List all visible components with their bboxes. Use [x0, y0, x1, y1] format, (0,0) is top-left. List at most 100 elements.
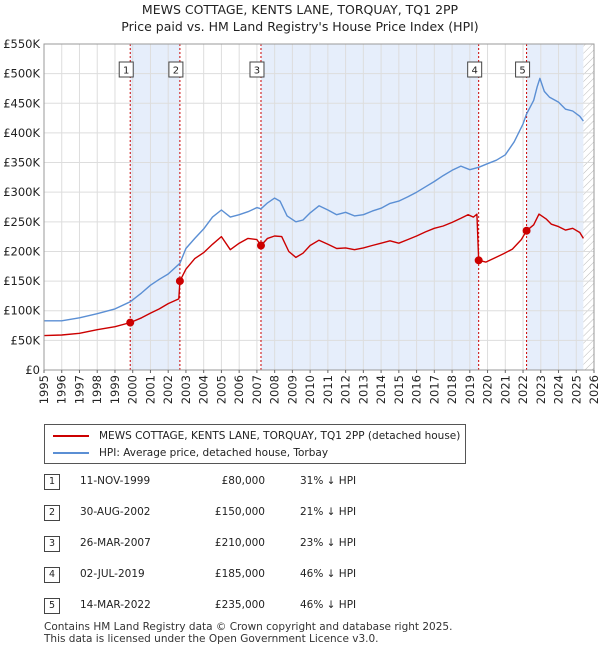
x-tick-label: 2021 — [498, 375, 512, 404]
x-tick-label: 2002 — [161, 375, 175, 404]
x-tick-label: 2010 — [303, 375, 317, 404]
transaction-number: 2 — [44, 505, 60, 521]
transaction-date: 14-MAR-2022 — [80, 599, 151, 611]
x-tick-label: 2026 — [587, 375, 600, 404]
transaction-price: £80,000 — [221, 475, 265, 487]
x-tick-label: 1999 — [108, 375, 122, 404]
x-tick-label: 2025 — [569, 375, 583, 404]
hpi-series-line — [44, 77, 584, 322]
sale-marker-label: 4 — [471, 66, 477, 77]
x-tick-label: 2022 — [516, 375, 530, 404]
x-tick-label: 2011 — [321, 375, 335, 404]
x-tick-label: 2013 — [356, 375, 370, 404]
legend-swatch-property — [53, 435, 89, 437]
transaction-price: £210,000 — [214, 537, 265, 549]
y-tick-label: £550K — [3, 37, 40, 51]
y-tick-label: £150K — [3, 274, 40, 288]
x-tick-label: 2017 — [427, 375, 441, 404]
legend-label-hpi: HPI: Average price, detached house, Torb… — [99, 447, 329, 459]
transaction-hpi: 31% ↓ HPI — [300, 475, 357, 487]
sale-point — [126, 318, 135, 327]
transaction-hpi: 23% ↓ HPI — [300, 537, 357, 549]
x-tick-label: 2023 — [534, 375, 548, 404]
legend-item-property: MEWS COTTAGE, KENTS LANE, TORQUAY, TQ1 2… — [53, 428, 460, 444]
x-tick-label: 2004 — [197, 375, 211, 404]
y-tick-label: £400K — [3, 126, 40, 140]
y-tick-label: £450K — [3, 96, 40, 110]
legend: MEWS COTTAGE, KENTS LANE, TORQUAY, TQ1 2… — [44, 424, 466, 464]
x-tick-label: 2008 — [268, 375, 282, 404]
transaction-date: 26-MAR-2007 — [80, 537, 151, 549]
transaction-hpi: 46% ↓ HPI — [300, 599, 357, 611]
x-tick-label: 2009 — [285, 375, 299, 404]
legend-swatch-hpi — [53, 452, 89, 454]
x-tick-label: 2018 — [445, 375, 459, 404]
shaded-period — [526, 44, 584, 370]
y-tick-label: £300K — [3, 185, 40, 199]
y-tick-label: £200K — [3, 244, 40, 258]
x-tick-label: 2003 — [179, 375, 193, 404]
shaded-period — [130, 44, 180, 370]
legend-item-hpi: HPI: Average price, detached house, Torb… — [53, 445, 328, 461]
x-tick-label: 2015 — [392, 375, 406, 404]
y-tick-label: £250K — [3, 215, 40, 229]
x-tick-label: 2005 — [214, 375, 228, 404]
x-tick-label: 2016 — [410, 375, 424, 404]
transaction-hpi: 21% ↓ HPI — [300, 506, 357, 518]
transaction-price: £185,000 — [214, 568, 265, 580]
legend-label-property: MEWS COTTAGE, KENTS LANE, TORQUAY, TQ1 2… — [99, 430, 461, 442]
transaction-price: £150,000 — [214, 506, 265, 518]
sale-marker-box — [168, 61, 184, 78]
footer-copyright: Contains HM Land Registry data © Crown c… — [44, 621, 453, 633]
y-tick-label: £350K — [3, 156, 40, 170]
y-tick-label: £0 — [25, 363, 40, 377]
price-chart: 1 2 3 4 5 £0 £50K £100K £150K £200K £250K £300K £350… — [3, 37, 600, 404]
sale-marker-label: 5 — [519, 66, 525, 77]
sale-marker-label: 3 — [254, 66, 260, 77]
x-tick-label: 1995 — [37, 375, 51, 404]
footer-licence: This data is licensed under the Open Gov… — [44, 633, 379, 645]
transaction-row: 4 02-JUL-2019 £185,000 46% ↓ HPI — [0, 566, 600, 586]
x-tick-label: 2000 — [126, 375, 140, 404]
shaded-period — [260, 44, 479, 370]
transaction-row: 1 11-NOV-1999 £80,000 31% ↓ HPI — [0, 473, 600, 493]
x-tick-label: 1996 — [55, 375, 69, 404]
x-tick-label: 2024 — [552, 375, 566, 404]
sale-point — [256, 241, 265, 250]
x-tick-label: 1997 — [72, 375, 86, 404]
transaction-date: 02-JUL-2019 — [80, 568, 145, 580]
x-tick-label: 2001 — [143, 375, 157, 404]
y-tick-label: £50K — [11, 333, 41, 347]
y-tick-label: £500K — [3, 67, 40, 81]
x-tick-label: 2012 — [339, 375, 353, 404]
forecast-hatch — [583, 44, 594, 370]
x-tick-label: 1998 — [90, 375, 104, 404]
sale-marker-box — [118, 61, 134, 78]
transaction-row: 5 14-MAR-2022 £235,000 46% ↓ HPI — [0, 597, 600, 617]
plot-frame — [43, 43, 595, 371]
x-tick-label: 2014 — [374, 375, 388, 404]
chart-title: MEWS COTTAGE, KENTS LANE, TORQUAY, TQ1 2… — [141, 2, 459, 17]
sale-marker-label: 2 — [173, 66, 179, 77]
transaction-number: 1 — [44, 474, 60, 490]
transaction-number: 4 — [44, 567, 60, 583]
transaction-row: 2 30-AUG-2002 £150,000 21% ↓ HPI — [0, 504, 600, 524]
sale-marker-box — [515, 61, 531, 78]
sale-marker-label: 1 — [123, 66, 129, 77]
sale-point — [175, 277, 184, 286]
y-tick-label: £100K — [3, 304, 40, 318]
transaction-date: 11-NOV-1999 — [80, 475, 151, 487]
sale-point — [522, 226, 531, 235]
transaction-number: 3 — [44, 536, 60, 552]
sale-marker-box — [467, 61, 483, 78]
sale-point — [474, 256, 483, 265]
transaction-row: 3 26-MAR-2007 £210,000 23% ↓ HPI — [0, 535, 600, 555]
x-tick-label: 2019 — [463, 375, 477, 404]
transaction-price: £235,000 — [214, 599, 265, 611]
transaction-number: 5 — [44, 598, 60, 614]
transaction-date: 30-AUG-2002 — [80, 506, 151, 518]
x-tick-label: 2007 — [250, 375, 264, 404]
chart-subtitle: Price paid vs. HM Land Registry's House … — [121, 19, 479, 34]
property-series-line — [43, 213, 584, 337]
x-tick-label: 2006 — [232, 375, 246, 404]
